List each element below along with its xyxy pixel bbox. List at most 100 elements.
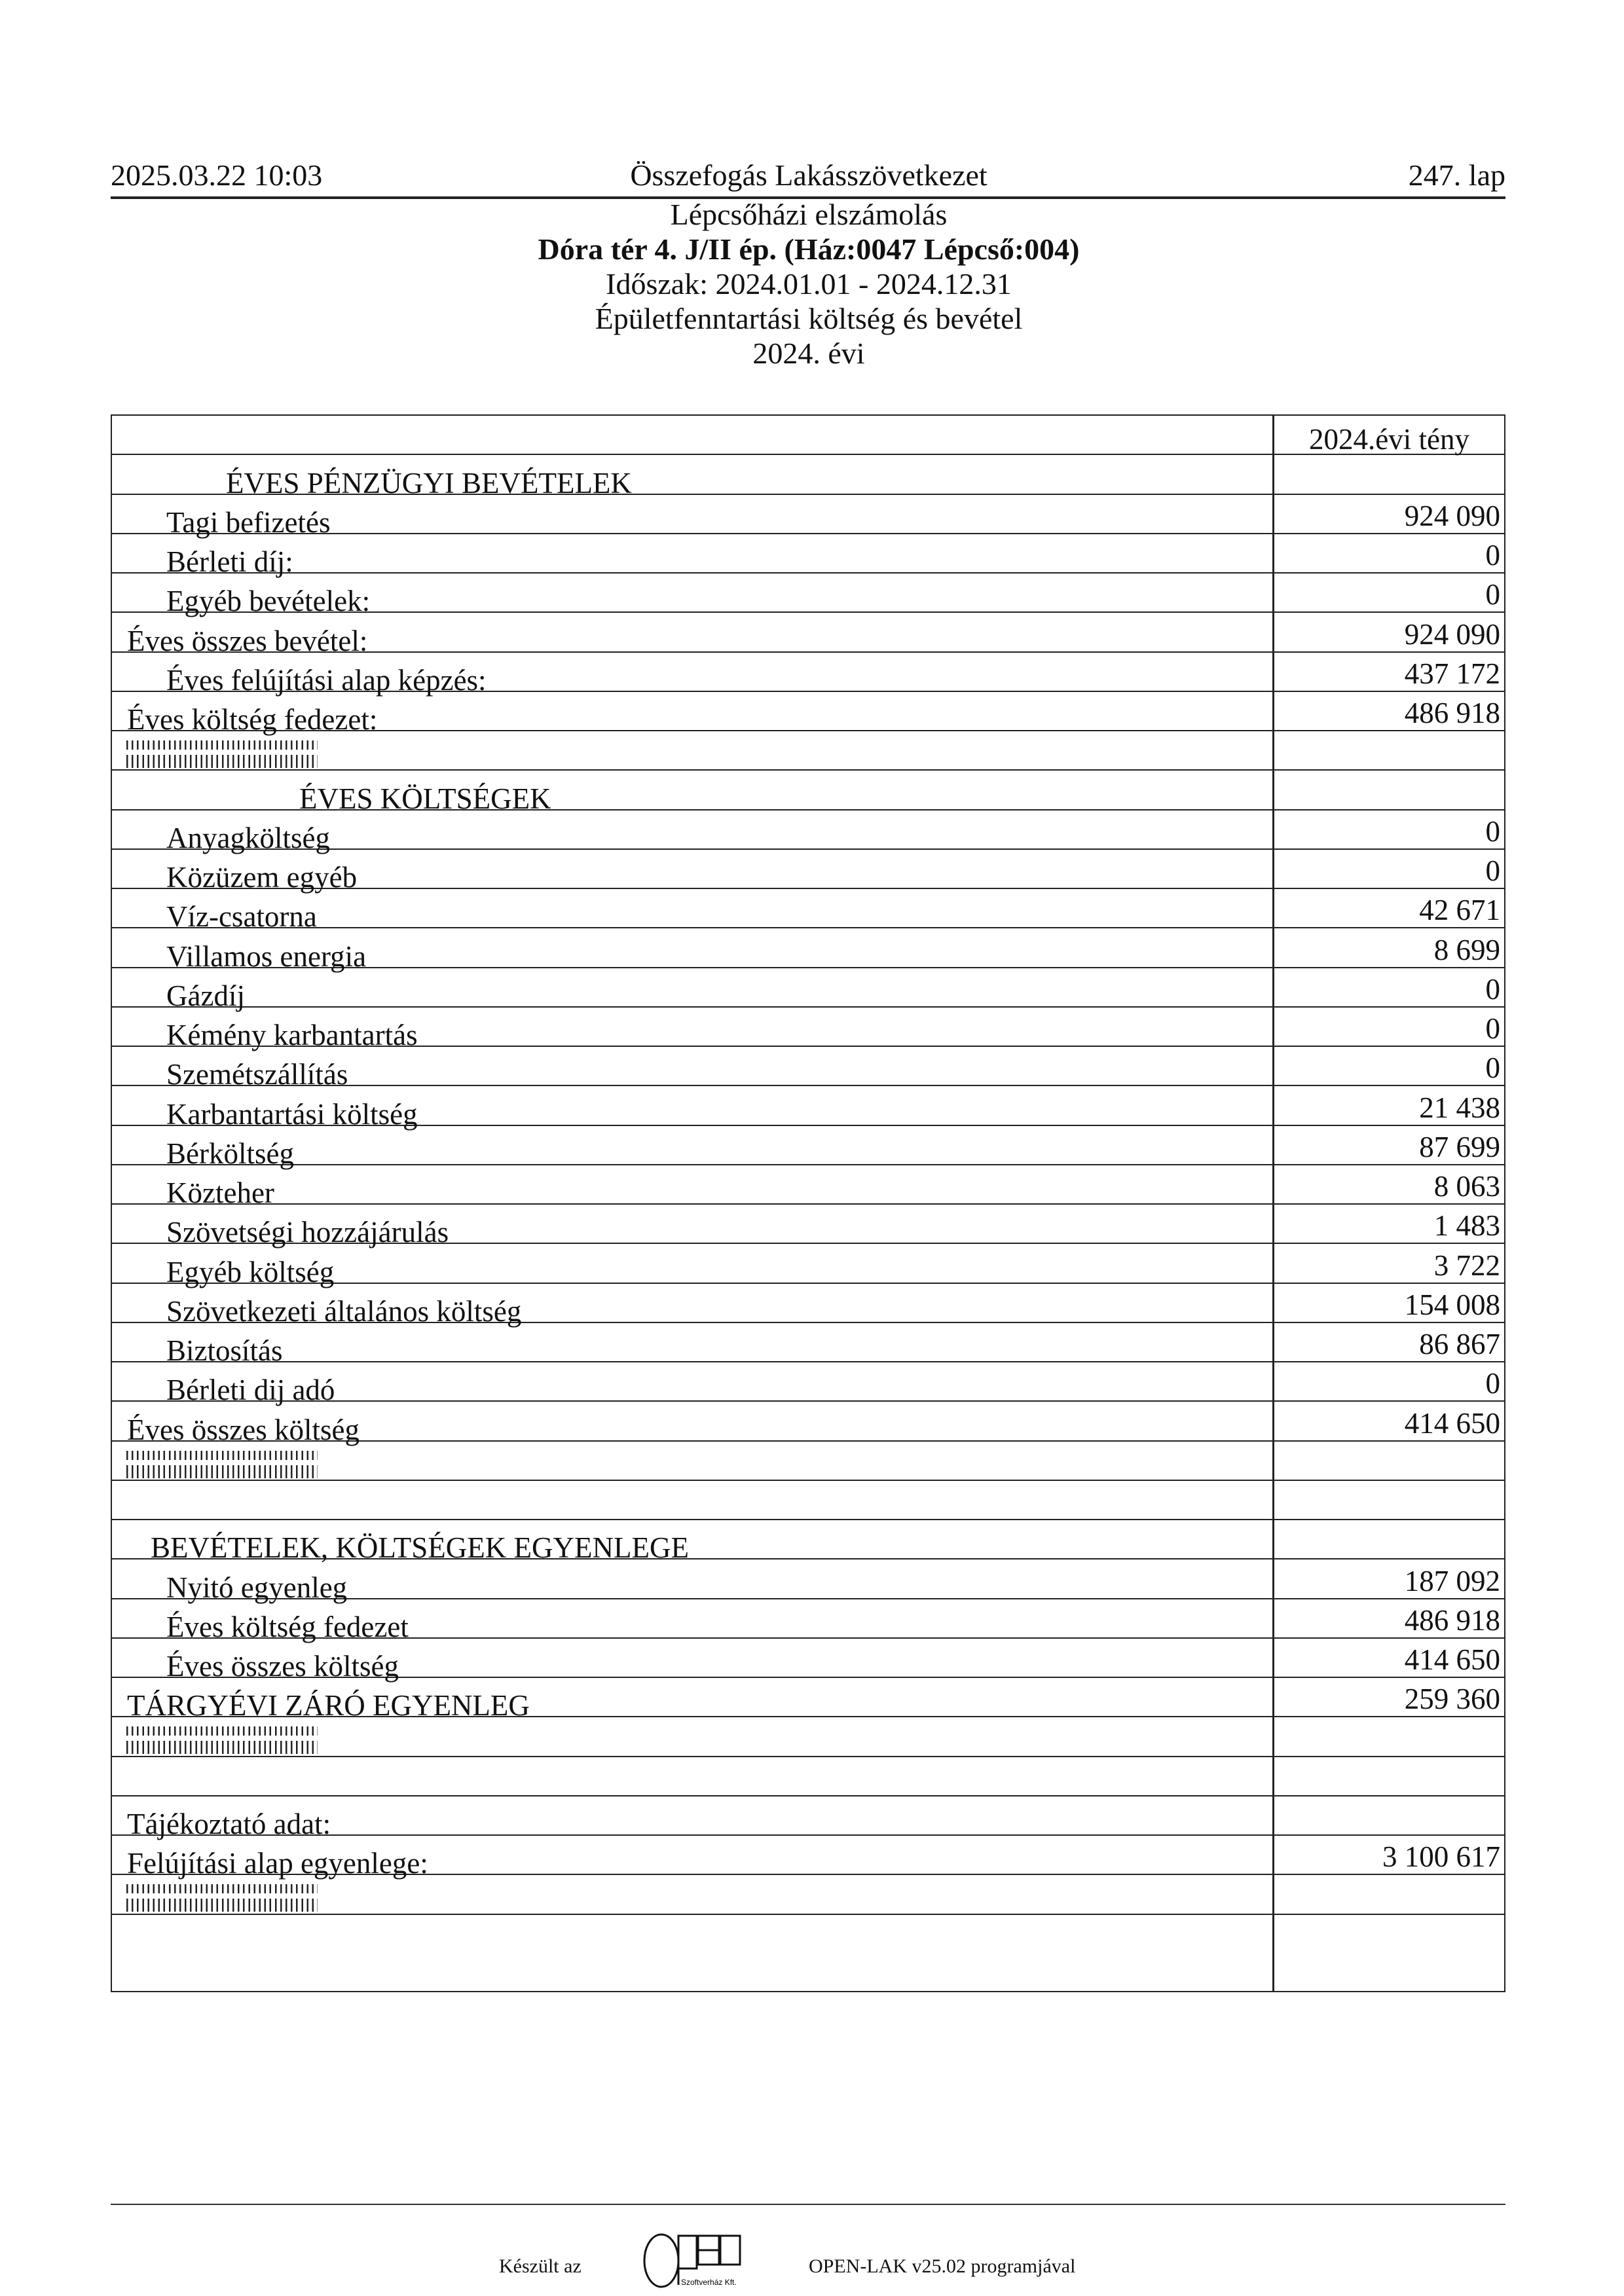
table-row: Közüzem egyéb 0 (112, 850, 1504, 894)
table-row: Éves költség fedezet: 486 918 (112, 692, 1504, 736)
row-label: Éves felújítási alap képzés: (166, 663, 487, 697)
table-row: Biztosítás 86 867 (112, 1323, 1504, 1367)
table-row: Közteher 8 063 (112, 1165, 1504, 1209)
hatch-marks (126, 755, 318, 768)
row-value: 0 (1485, 539, 1501, 572)
table-row: Tájékoztató adat: (112, 1796, 1504, 1840)
table-row: Szövetségi hozzájárulás 1 483 (112, 1205, 1504, 1248)
open-logo: Szoftverház Kft. (642, 2232, 760, 2289)
report-title: Lépcsőházi elszámolás (670, 198, 948, 231)
row-value: 0 (1485, 854, 1501, 887)
row-value: 8 699 (1433, 933, 1500, 966)
footer-program: OPEN-LAK v25.02 programjával (809, 2255, 1076, 2277)
row-label: Éves költség fedezet: (127, 703, 378, 736)
row-value: 924 090 (1404, 617, 1500, 651)
row-label: Szövetségi hozzájárulás (166, 1216, 449, 1249)
table-row: Villamos energia 8 699 (112, 928, 1504, 973)
row-label: TÁRGYÉVI ZÁRÓ EGYENLEG (127, 1689, 530, 1722)
row-label: BEVÉTELEK, KÖLTSÉGEK EGYENLEGE (151, 1531, 689, 1565)
page-number: 247. lap (1408, 158, 1505, 192)
print-datetime: 2025.03.22 10:03 (111, 158, 323, 192)
row-value: 259 360 (1404, 1683, 1500, 1716)
accounting-table: 2024.évi tény ÉVES PÉNZÜGYI BEVÉTELEK Tag… (111, 414, 1505, 1992)
row-label: Közüzem egyéb (166, 861, 358, 894)
table-row: Bérköltség 87 699 (112, 1126, 1504, 1170)
table-row: Bérleti dij adó 0 (112, 1362, 1504, 1406)
table-row: Éves összes költség 414 650 (112, 1402, 1504, 1446)
row-value: 187 092 (1404, 1564, 1500, 1597)
table-row: Szövetkezeti általános költség 154 008 (112, 1284, 1504, 1328)
row-label: Anyagköltség (166, 821, 330, 854)
row-value: 154 008 (1404, 1288, 1500, 1321)
separator-row (112, 1875, 1504, 1915)
report-period: Időszak: 2024.01.01 - 2024.12.31 (606, 267, 1012, 301)
row-value: 3 100 617 (1382, 1840, 1500, 1874)
hatch-marks (126, 740, 318, 750)
hatch-marks (126, 1899, 318, 1912)
table-row: Bérleti díj: 0 (112, 534, 1504, 578)
row-label: Éves összes költség (166, 1650, 399, 1683)
table-row: Víz-csatorna 42 671 (112, 889, 1504, 933)
row-label: Bérleti dij adó (166, 1374, 335, 1407)
row-label: Tagi befizetés (166, 505, 331, 539)
row-label: Bérleti díj: (166, 545, 293, 578)
hatch-marks (126, 1465, 318, 1478)
table-row: Gázdíj 0 (112, 968, 1504, 1012)
table-row: TÁRGYÉVI ZÁRÓ EGYENLEG 259 360 (112, 1678, 1504, 1722)
organization-name: Összefogás Lakásszövetkezet (630, 158, 987, 192)
row-label: Nyitó egyenleg (166, 1571, 348, 1604)
separator-row (112, 1442, 1504, 1481)
row-label: Éves összes bevétel: (127, 624, 368, 657)
table-row: BEVÉTELEK, KÖLTSÉGEK EGYENLEGE (112, 1520, 1504, 1564)
row-value: 86 867 (1419, 1328, 1500, 1360)
row-value: 87 699 (1419, 1130, 1500, 1163)
hatch-marks (126, 1450, 318, 1460)
separator-row (112, 1717, 1504, 1757)
table-row: Nyitó egyenleg 187 092 (112, 1559, 1504, 1604)
row-label: Biztosítás (166, 1334, 283, 1367)
row-label: Szemétszállítás (166, 1058, 348, 1091)
row-label: Egyéb bevételek: (166, 585, 371, 618)
row-value: 486 918 (1404, 697, 1500, 729)
hatch-marks (126, 1884, 318, 1894)
table-header-row: 2024.évi tény (112, 416, 1504, 456)
footer-divider (111, 2204, 1505, 2205)
table-row: ÉVES KÖLTSÉGEK (112, 771, 1504, 815)
row-value: 1 483 (1433, 1209, 1500, 1243)
row-label: Éves költség fedezet (166, 1610, 409, 1643)
table-row: Éves összes bevétel: 924 090 (112, 613, 1504, 657)
table-row: Egyéb bevételek: 0 (112, 574, 1504, 617)
row-value: 0 (1485, 1012, 1501, 1045)
row-label: ÉVES PÉNZÜGYI BEVÉTELEK (226, 466, 632, 500)
svg-text:Szoftverház Kft.: Szoftverház Kft. (681, 2278, 737, 2287)
row-value: 0 (1485, 578, 1501, 611)
report-year: 2024. évi (752, 337, 865, 370)
row-label: Villamos energia (166, 939, 367, 973)
table-row: Szemétszállítás 0 (112, 1047, 1504, 1091)
report-subject: Épületfenntartási költség és bevétel (595, 302, 1023, 335)
row-value: 0 (1485, 1367, 1501, 1400)
footer-made-with: Készült az (499, 2255, 581, 2277)
row-value: 42 671 (1419, 894, 1500, 927)
row-value: 437 172 (1404, 657, 1500, 690)
table-row: Éves összes költség 414 650 (112, 1639, 1504, 1683)
row-label: Egyéb költség (166, 1255, 335, 1288)
row-label: ÉVES KÖLTSÉGEK (299, 782, 551, 815)
row-value: 21 438 (1419, 1091, 1500, 1124)
row-label: Gázdíj (166, 979, 245, 1012)
table-row: Éves költség fedezet 486 918 (112, 1599, 1504, 1643)
row-label: Víz-csatorna (166, 900, 317, 934)
row-label: Közteher (166, 1176, 274, 1209)
table-row: Éves felújítási alap képzés: 437 172 (112, 653, 1504, 697)
row-label: Tájékoztató adat: (127, 1808, 331, 1840)
row-value: 0 (1485, 972, 1501, 1006)
hatch-marks (126, 1741, 318, 1755)
row-label: Szövetkezeti általános költség (166, 1294, 522, 1328)
row-label: Kémény karbantartás (166, 1019, 418, 1051)
row-label: Bérköltség (166, 1137, 294, 1170)
row-label: Éves összes költség (127, 1413, 360, 1446)
building-address: Dóra tér 4. J/II ép. (Ház:0047 Lépcső:00… (538, 232, 1080, 266)
column-header-actual: 2024.évi tény (1309, 423, 1469, 456)
row-value: 8 063 (1433, 1170, 1500, 1203)
table-row: Tagi befizetés 924 090 (112, 495, 1504, 539)
